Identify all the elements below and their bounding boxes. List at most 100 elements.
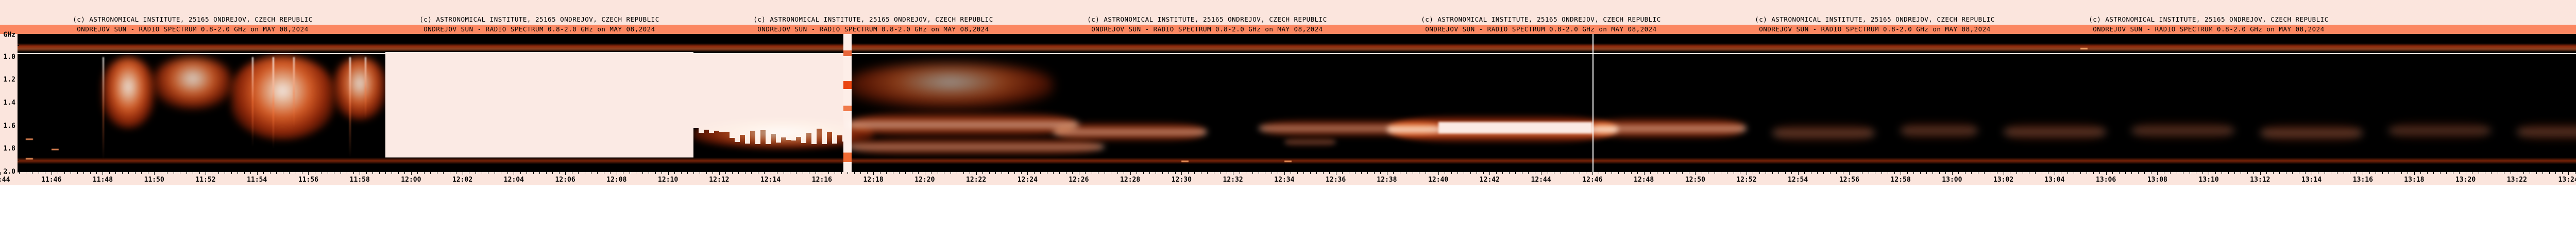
- x-axis-tick-mark: [1939, 172, 1940, 174]
- x-axis-tick-mark: [2414, 172, 2415, 175]
- x-axis-tick-mark: [430, 172, 431, 174]
- x-axis-tick-mark: [905, 172, 906, 174]
- panel-title-bar: ONDREJOV SUN - RADIO SPECTRUM 0.8-2.0 GH…: [385, 25, 693, 34]
- x-axis-tick-mark: [1207, 172, 1208, 174]
- x-axis-tick-label: 12:56: [1839, 176, 1859, 184]
- x-axis-tick-mark: [417, 172, 418, 174]
- x-axis-tick-mark: [2234, 172, 2235, 174]
- x-axis-tick-mark: [1361, 172, 1362, 174]
- x-axis-tick-mark: [539, 172, 540, 174]
- narrow-lane-faint: [1284, 137, 1336, 147]
- x-axis-tick-label: 12:48: [1634, 176, 1654, 184]
- x-axis-tick-mark: [2106, 172, 2107, 175]
- decay-continuum-upper: [848, 62, 1053, 109]
- rfi-band-high: [693, 157, 1053, 165]
- x-axis-tick-mark: [96, 172, 97, 174]
- panel-strip: (c) ASTRONOMICAL INSTITUTE, 25165 ONDREJ…: [0, 0, 2576, 185]
- x-axis-tick-mark: [1168, 172, 1170, 174]
- x-axis-tick-mark: [2080, 172, 2081, 174]
- x-axis-tick-label: 11:50: [144, 176, 164, 184]
- spectrogram-panel: (c) ASTRONOMICAL INSTITUTE, 25165 ONDREJ…: [0, 0, 385, 185]
- burst-spike: [293, 57, 295, 129]
- saturation-block-1200: [385, 51, 693, 158]
- rfi-line-low: [1721, 52, 2029, 54]
- x-axis-tick-mark: [1849, 172, 1850, 175]
- x-axis-tick-mark: [2433, 172, 2434, 174]
- x-axis-tick-mark: [719, 172, 720, 175]
- y-axis-tick-mark: [18, 120, 19, 121]
- saturation-edge: [829, 52, 836, 111]
- x-axis-tick-mark: [2562, 172, 2563, 174]
- x-axis-tick-mark: [2131, 172, 2132, 174]
- saturation-edge: [788, 52, 794, 101]
- x-axis-tick-mark: [1643, 172, 1645, 175]
- x-axis-tick-mark: [2439, 172, 2441, 174]
- x-axis-tick-mark: [90, 172, 91, 174]
- x-axis-tick-mark: [1329, 172, 1330, 174]
- x-axis-tick-mark: [1014, 172, 1015, 174]
- panel-title-bar: ONDREJOV SUN - RADIO SPECTRUM 0.8-2.0 GH…: [0, 25, 385, 34]
- x-axis-tick-mark: [128, 172, 129, 174]
- x-axis-tick-mark: [2228, 172, 2229, 174]
- burst-spike: [103, 57, 105, 161]
- x-axis-tick-mark: [578, 172, 579, 174]
- rfi-line-low: [2029, 52, 2388, 54]
- x-axis: 12:00 12:02 12:04 12:06 12:08 12:10: [385, 172, 693, 185]
- x-axis-tick-mark: [1804, 172, 1805, 174]
- narrow-lane-1234: [1258, 119, 1361, 137]
- x-axis-tick-mark: [1149, 172, 1150, 174]
- spectrogram-image: [1053, 34, 1361, 172]
- x-axis-tick-label: 12:26: [1069, 176, 1089, 184]
- x-axis-tick-mark: [2067, 172, 2068, 174]
- x-axis-tick-mark: [674, 172, 675, 174]
- x-axis-tick-mark: [263, 172, 264, 174]
- x-axis-tick-mark: [1971, 172, 1972, 174]
- x-axis-tick-mark: [64, 172, 65, 174]
- x-axis-tick-mark: [899, 172, 900, 174]
- x-axis-tick-mark: [1380, 172, 1381, 174]
- saturation-edge: [824, 52, 830, 109]
- spectrogram-panel: (c) ASTRONOMICAL INSTITUTE, 25165 ONDREJ…: [385, 0, 693, 185]
- x-axis-tick-mark: [693, 172, 694, 174]
- spectrogram-image: [385, 34, 693, 172]
- residual-patch: [2029, 122, 2106, 141]
- x-axis-tick-mark: [141, 172, 142, 174]
- x-axis-tick-mark: [597, 172, 598, 174]
- x-axis-tick-mark: [989, 172, 990, 174]
- x-axis-tick-mark: [2253, 172, 2255, 174]
- x-axis-tick-mark: [1785, 172, 1786, 174]
- spectrogram-panel: (c) ASTRONOMICAL INSTITUTE, 25165 ONDREJ…: [2388, 0, 2576, 185]
- x-axis-tick-mark: [1592, 172, 1593, 175]
- spectrogram-panel: (c) ASTRONOMICAL INSTITUTE, 25165 ONDREJ…: [1361, 0, 1721, 185]
- spectrogram-plot-area: [1053, 34, 1361, 172]
- x-axis-tick-mark: [411, 172, 412, 175]
- spectrogram-plot-area: [2388, 34, 2576, 172]
- x-axis-tick-mark: [1310, 172, 1311, 174]
- x-axis: 13:04 13:06 13:08 13:10 13:12 13:14 13:16: [2029, 172, 2388, 185]
- panel-title-bar: ONDREJOV SUN - RADIO SPECTRUM 0.8-2.0 GH…: [693, 25, 1053, 34]
- x-axis-tick-mark: [918, 172, 919, 174]
- x-axis-tick-mark: [1220, 172, 1221, 174]
- residual-patch: [1901, 121, 1978, 140]
- x-axis-tick-label: 12:50: [1685, 176, 1705, 184]
- x-axis-tick-mark: [681, 172, 682, 174]
- x-axis-tick-mark: [1194, 172, 1195, 174]
- panel-title-bar: ONDREJOV SUN - RADIO SPECTRUM 0.8-2.0 GH…: [1361, 25, 1721, 34]
- x-axis-tick-mark: [1008, 172, 1009, 174]
- x-axis-tick-label: 12:38: [1377, 176, 1397, 184]
- x-axis-tick-mark: [668, 172, 669, 175]
- spectrogram-panel: (c) ASTRONOMICAL INSTITUTE, 25165 ONDREJ…: [1721, 0, 2029, 185]
- copyright-line: (c) ASTRONOMICAL INSTITUTE, 25165 ONDREJ…: [1361, 15, 1721, 24]
- x-axis-tick-mark: [2549, 172, 2550, 174]
- burst-group-1158: [334, 57, 385, 120]
- rfi-line-low: [0, 52, 385, 54]
- x-axis-tick-mark: [751, 172, 752, 174]
- rfi-band-low: [0, 43, 385, 52]
- x-axis-tick-mark: [873, 172, 874, 175]
- saturation-edge: [729, 52, 735, 82]
- saturation-edge: [812, 52, 818, 107]
- y-axis-gutter: [0, 34, 18, 172]
- x-axis-tick-label: 13:24: [2558, 176, 2576, 184]
- rfi-band-low: [1053, 43, 1361, 52]
- x-axis: 12:12 12:14 12:16 12:18 12:20 12:22 12:24: [693, 172, 1053, 185]
